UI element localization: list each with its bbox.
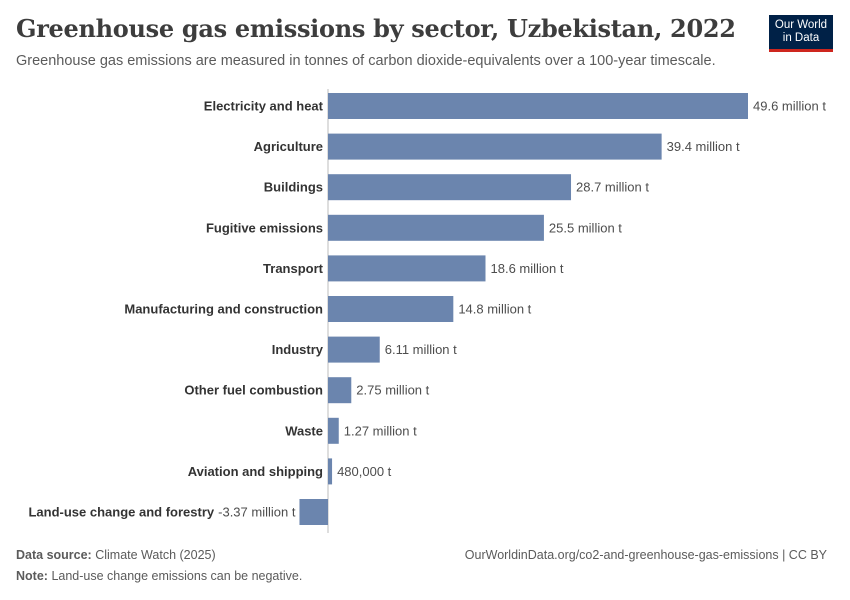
category-label: Industry [272,342,324,357]
category-label: Transport [263,261,324,276]
value-label: 28.7 million t [576,180,649,195]
note-text: Land-use change emissions can be negativ… [51,569,303,583]
value-label: 49.6 million t [753,99,826,114]
category-label: Fugitive emissions [206,220,323,235]
value-label: -3.37 million t [218,505,296,520]
value-label: 18.6 million t [491,261,564,276]
category-label: Land-use change and forestry [28,505,214,520]
data-source-label: Data source: [16,548,92,562]
value-label: 6.11 million t [385,342,457,357]
value-label: 14.8 million t [458,302,531,317]
bar[interactable] [328,214,544,241]
category-label: Buildings [264,180,323,195]
value-label: 1.27 million t [344,423,417,438]
bar[interactable] [328,174,572,201]
value-label: 39.4 million t [667,139,740,154]
bar[interactable] [328,458,333,485]
owid-logo[interactable]: Our World in Data [769,15,833,52]
category-label: Electricity and heat [204,99,324,114]
category-label: Agriculture [254,139,323,154]
bar[interactable] [328,336,380,363]
chart-subtitle: Greenhouse gas emissions are measured in… [16,53,716,69]
category-label: Waste [285,423,323,438]
bar[interactable] [328,296,454,322]
category-label: Other fuel combustion [184,383,323,398]
value-label: 25.5 million t [549,220,622,235]
value-label: 480,000 t [337,464,392,479]
category-label: Manufacturing and construction [124,302,323,317]
note-label: Note: [16,569,48,583]
bar[interactable] [328,93,748,119]
bar[interactable] [328,255,486,282]
logo-line-2: in Data [782,32,820,44]
chart-note: Note: Land-use change emissions can be n… [16,569,302,583]
category-label: Aviation and shipping [188,464,323,479]
bar[interactable] [328,377,352,404]
source-url[interactable]: OurWorldinData.org/co2-and-greenhouse-ga… [464,548,827,562]
bar[interactable] [328,417,339,444]
value-label: 2.75 million t [356,383,429,398]
bar[interactable] [328,133,662,160]
data-source-value[interactable]: Climate Watch (2025) [95,548,216,562]
chart-title: Greenhouse gas emissions by sector, Uzbe… [16,14,736,43]
bar[interactable] [299,499,328,525]
logo-line-1: Our World [774,19,828,31]
data-source: Data source: Climate Watch (2025) [16,548,216,562]
